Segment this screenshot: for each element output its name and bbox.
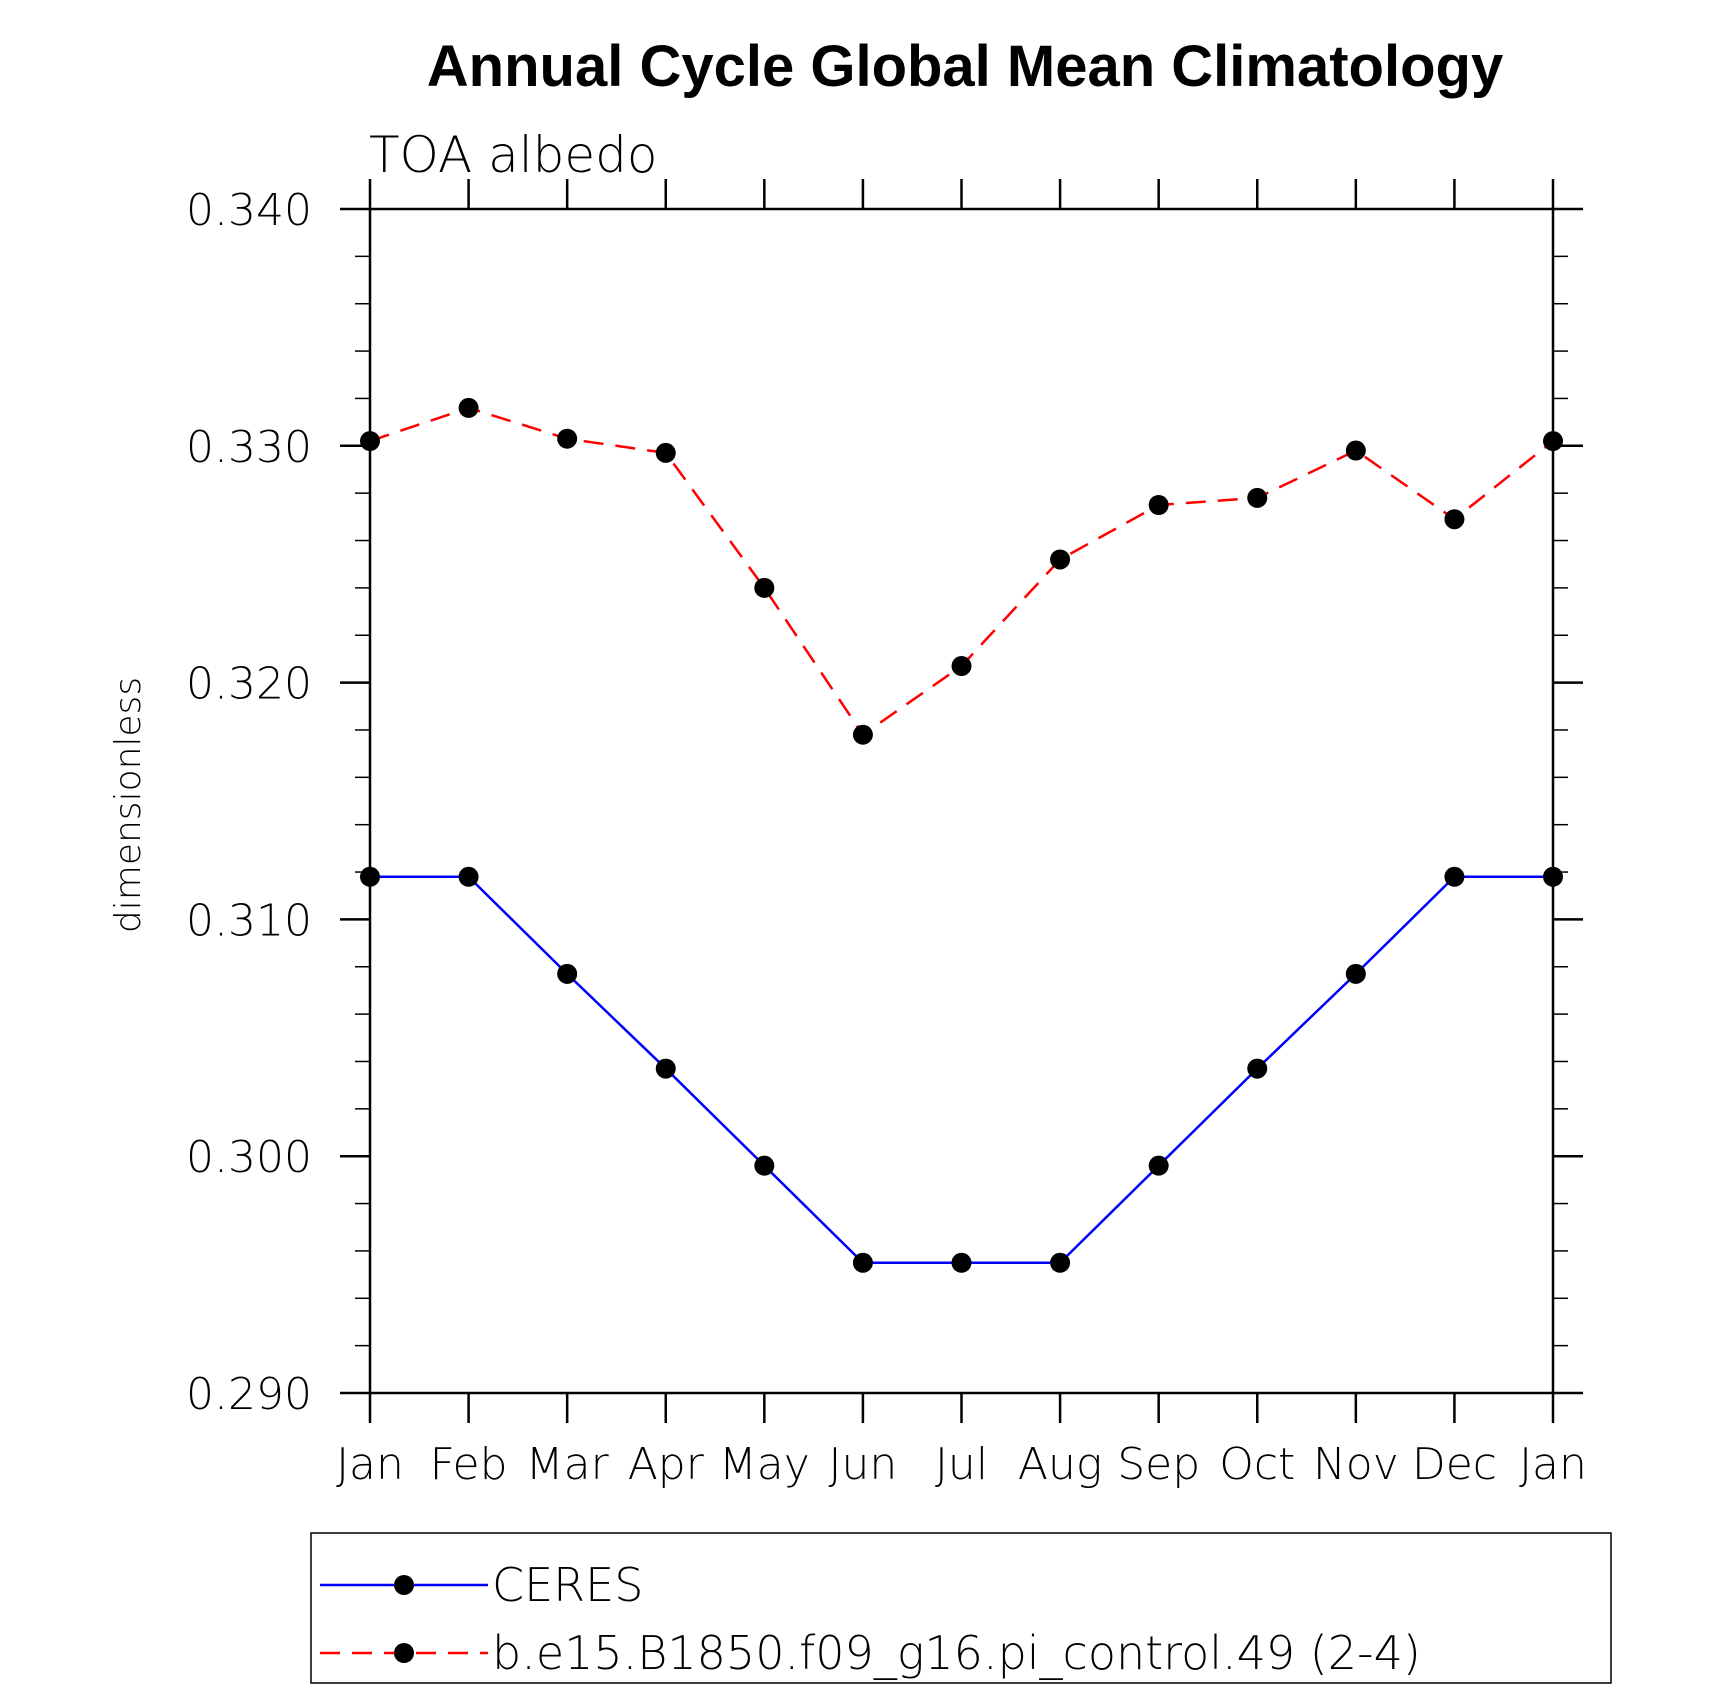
- series-1-point: [1247, 1058, 1268, 1079]
- series-1-point: [557, 963, 578, 984]
- plot-frame: [368, 207, 1555, 1395]
- y-tick-label: 0.320: [186, 659, 312, 710]
- series-1-point: [951, 1252, 972, 1273]
- x-tick-label: Aug: [1018, 1439, 1102, 1490]
- series-1-point: [852, 1252, 873, 1273]
- series-1-point: [1345, 963, 1366, 984]
- y-tick-label: 0.290: [186, 1369, 312, 1420]
- series-2-point: [655, 442, 676, 463]
- series-2-point: [1050, 549, 1071, 570]
- x-tick-label: Oct: [1219, 1439, 1295, 1490]
- y-tick-label: 0.310: [186, 895, 312, 946]
- series-2-point: [951, 656, 972, 677]
- series-line-2: [369, 406, 1554, 737]
- series-layer: [360, 397, 1563, 1273]
- x-tick-label: Jul: [935, 1439, 988, 1490]
- series-2-point: [1345, 440, 1366, 461]
- y-axis-label: dimensionless: [108, 677, 149, 933]
- series-1-point: [655, 1058, 676, 1079]
- legend-label-1: CERES: [492, 1558, 643, 1612]
- chart-subtitle: TOA albedo: [369, 126, 657, 184]
- x-tick-label: Nov: [1313, 1439, 1399, 1490]
- y-tick-label: 0.330: [186, 422, 312, 473]
- series-1-point: [1543, 866, 1563, 887]
- x-tick-label: Mar: [526, 1439, 610, 1490]
- y-tick-label: 0.340: [186, 185, 312, 236]
- x-tick-label: Sep: [1117, 1439, 1200, 1490]
- x-tick-label: Apr: [628, 1439, 705, 1490]
- x-tick-label: Feb: [430, 1439, 508, 1490]
- series-2-point: [557, 428, 578, 449]
- legend-marker-1: [394, 1575, 414, 1595]
- legend: CERES b.e15.B1850.f09_g16.pi_control.49 (…: [320, 1558, 1421, 1680]
- series-1-point: [1148, 1155, 1169, 1176]
- series-2-point: [1543, 431, 1563, 452]
- legend-box: [310, 1532, 1612, 1684]
- series-2-point: [360, 431, 380, 452]
- series-2-point: [1247, 487, 1268, 508]
- series-2-point: [754, 577, 775, 598]
- x-tick-label: May: [719, 1439, 810, 1490]
- series-1-point: [458, 866, 479, 887]
- series-line-1: [370, 875, 1553, 1265]
- series-1-point: [1444, 866, 1465, 887]
- series-1-point: [1050, 1252, 1071, 1273]
- series-1-point: [754, 1155, 775, 1176]
- x-tick-label: Jan: [1519, 1439, 1587, 1490]
- series-1-point: [360, 866, 380, 887]
- x-axis: Jan Feb Mar Apr May Jun Jul Aug Sep Oct Nov Dec Jan: [336, 179, 1587, 1490]
- y-tick-label: 0.300: [186, 1132, 312, 1183]
- y-axis: 0.290 0.300 0.310 0.320 0.330 0.340: [186, 185, 1583, 1420]
- x-tick-label: Dec: [1412, 1439, 1497, 1490]
- series-2-point: [852, 724, 873, 745]
- legend-label-2: b.e15.B1850.f09_g16.pi_control.49 (2-4): [492, 1626, 1421, 1680]
- series-2-point: [1444, 509, 1465, 530]
- x-tick-label: Jan: [336, 1439, 404, 1490]
- chart-title: Annual Cycle Global Mean Climatology: [427, 34, 1503, 99]
- series-2-point: [1148, 495, 1169, 515]
- series-2-point: [458, 397, 479, 418]
- legend-marker-2: [394, 1643, 414, 1663]
- x-tick-label: Jun: [829, 1439, 898, 1490]
